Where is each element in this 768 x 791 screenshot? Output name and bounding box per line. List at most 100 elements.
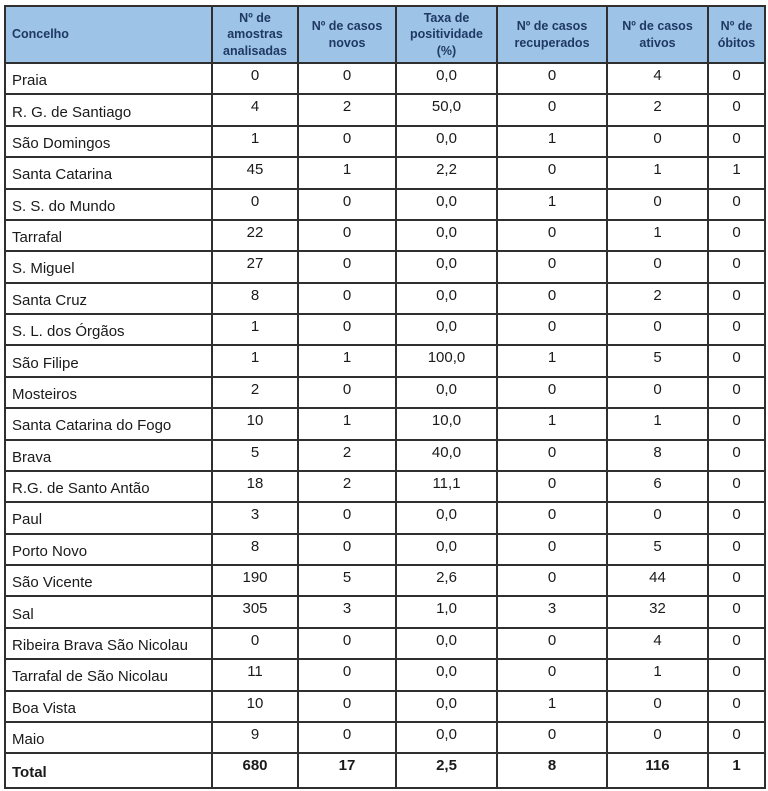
data-cell: 0: [297, 218, 397, 253]
data-cell: 10,0: [395, 407, 498, 441]
table-row: Santa Catarina 45 1 2,2 0 1 1: [4, 156, 766, 190]
data-cell: 0: [606, 720, 709, 755]
data-cell: 22: [211, 218, 299, 253]
data-cell: 0: [297, 720, 397, 755]
data-cell: 5: [211, 438, 299, 472]
row-label: Mosteiros: [4, 375, 213, 410]
data-cell: 0: [297, 375, 397, 410]
data-cell: 0: [707, 375, 766, 410]
row-label: Sal: [4, 595, 213, 629]
data-cell: 0,0: [395, 312, 498, 347]
data-cell: 0: [606, 187, 709, 221]
data-cell: 0: [707, 344, 766, 378]
data-cell: 2: [297, 438, 397, 472]
data-cell: 1: [496, 407, 608, 441]
data-cell: 1: [707, 752, 766, 789]
table-row: R. G. de Santiago 4 2 50,0 0 2 0: [4, 93, 766, 127]
data-cell: 9: [211, 720, 299, 755]
data-cell: 0: [606, 250, 709, 284]
table-row: Boa Vista 10 0 0,0 1 0 0: [4, 689, 766, 723]
data-cell: 0: [496, 375, 608, 410]
data-cell: 0: [496, 218, 608, 253]
data-cell: 50,0: [395, 93, 498, 127]
data-cell: 0: [606, 501, 709, 535]
data-cell: 0,0: [395, 124, 498, 159]
table-row: Brava 5 2 40,0 0 8 0: [4, 438, 766, 472]
data-cell: 1: [606, 156, 709, 190]
data-cell: 0: [707, 501, 766, 535]
data-cell: 0: [707, 532, 766, 567]
row-label: Tarrafal: [4, 218, 213, 253]
data-cell: 0: [707, 720, 766, 755]
data-cell: 5: [606, 532, 709, 567]
data-cell: 0: [297, 689, 397, 723]
data-cell: 3: [496, 595, 608, 629]
data-cell: 0: [297, 250, 397, 284]
data-cell: 1: [297, 156, 397, 190]
table-row: São Filipe 1 1 100,0 1 5 0: [4, 344, 766, 378]
data-cell: 1: [297, 344, 397, 378]
data-cell: 0: [606, 124, 709, 159]
data-cell: 0: [297, 61, 397, 96]
data-cell: 40,0: [395, 438, 498, 472]
table-row: S. S. do Mundo 0 0 0,0 1 0 0: [4, 187, 766, 221]
data-cell: 0: [707, 626, 766, 661]
data-cell: 0: [297, 501, 397, 535]
data-cell: 6: [606, 469, 709, 504]
data-cell: 44: [606, 563, 709, 598]
data-cell: 0: [496, 563, 608, 598]
table-row: R.G. de Santo Antão 18 2 11,1 0 6 0: [4, 469, 766, 504]
data-cell: 8: [211, 281, 299, 316]
row-label: Santa Catarina do Fogo: [4, 407, 213, 441]
row-label: S. S. do Mundo: [4, 187, 213, 221]
row-label: Santa Cruz: [4, 281, 213, 316]
data-cell: 0,0: [395, 501, 498, 535]
table-body: Praia 0 0 0,0 0 4 0 R. G. de Santiago 4 2 50,0 0 2 0 S…: [4, 61, 766, 789]
row-label: Boa Vista: [4, 689, 213, 723]
data-cell: 0,0: [395, 720, 498, 755]
data-cell: 0,0: [395, 375, 498, 410]
data-cell: 0,0: [395, 61, 498, 96]
column-header-casos-ativos: Nº de casos ativos: [606, 5, 709, 64]
data-cell: 0: [606, 375, 709, 410]
data-cell: 27: [211, 250, 299, 284]
column-header-concelho: Concelho: [4, 5, 213, 64]
data-cell: 0: [707, 312, 766, 347]
data-cell: 2: [297, 93, 397, 127]
data-cell: 4: [211, 93, 299, 127]
data-cell: 0,0: [395, 281, 498, 316]
data-cell: 0: [707, 658, 766, 692]
data-cell: 3: [297, 595, 397, 629]
data-cell: 1: [211, 344, 299, 378]
row-label: S. L. dos Órgãos: [4, 312, 213, 347]
data-cell: 2,2: [395, 156, 498, 190]
data-cell: 8: [496, 752, 608, 789]
table-row: Maio 9 0 0,0 0 0 0: [4, 720, 766, 755]
data-cell: 680: [211, 752, 299, 789]
data-cell: 2,6: [395, 563, 498, 598]
data-cell: 4: [606, 61, 709, 96]
data-cell: 0: [707, 187, 766, 221]
data-cell: 0: [496, 469, 608, 504]
data-cell: 0: [496, 626, 608, 661]
data-cell: 2: [297, 469, 397, 504]
row-label: São Filipe: [4, 344, 213, 378]
table-row: S. Miguel 27 0 0,0 0 0 0: [4, 250, 766, 284]
total-label: Total: [4, 752, 213, 789]
table-row: Tarrafal de São Nicolau 11 0 0,0 0 1 0: [4, 658, 766, 692]
data-cell: 0,0: [395, 626, 498, 661]
data-cell: 0: [496, 61, 608, 96]
row-label: R.G. de Santo Antão: [4, 469, 213, 504]
table-row: Ribeira Brava São Nicolau 0 0 0,0 0 4 0: [4, 626, 766, 661]
data-cell: 2: [211, 375, 299, 410]
data-cell: 0: [707, 689, 766, 723]
data-cell: 0: [496, 312, 608, 347]
data-cell: 17: [297, 752, 397, 789]
row-label: Praia: [4, 61, 213, 96]
data-cell: 45: [211, 156, 299, 190]
data-cell: 1: [707, 156, 766, 190]
data-cell: 0: [707, 407, 766, 441]
data-cell: 2: [606, 93, 709, 127]
data-cell: 8: [606, 438, 709, 472]
data-cell: 0: [707, 469, 766, 504]
